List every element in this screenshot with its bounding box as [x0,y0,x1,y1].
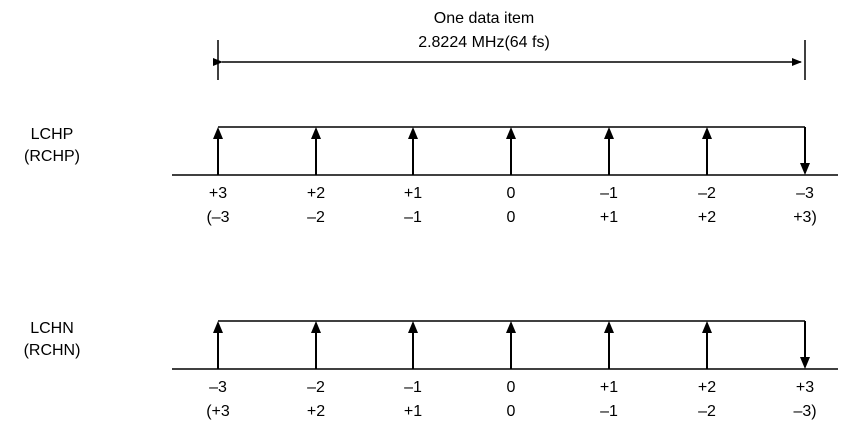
alt-level-label: +3) [793,209,817,226]
alt-level-label: 0 [507,209,516,226]
level-label: +3 [796,379,814,396]
row-signal-alt-label: (RCHN) [24,342,81,359]
up-arrow-head [311,127,321,139]
level-label: –1 [600,185,618,202]
level-label: +3 [209,185,227,202]
row-signal-alt-label: (RCHP) [24,148,80,165]
down-arrow-head [800,357,810,369]
level-label: –2 [698,185,716,202]
up-arrow-head [702,127,712,139]
down-arrow-head [800,163,810,175]
header-frequency: 2.8224 MHz(64 fs) [418,34,550,51]
level-label: +1 [404,185,422,202]
level-label: –3 [796,185,814,202]
alt-level-label: +2 [307,403,325,420]
row-lchn: LCHN (RCHN) –3 (+3 –2 +2 –1 +1 0 0 +1 –1 +2 –2 +3 –3) [24,320,838,420]
alt-level-label: –3) [793,403,816,420]
level-label: 0 [507,379,516,396]
alt-level-label: –1 [600,403,618,420]
up-arrow-head [604,321,614,333]
alt-level-label: (+3 [206,403,230,420]
header-title: One data item [434,10,535,27]
alt-level-label: –2 [307,209,325,226]
up-arrow-head [506,321,516,333]
alt-level-label: +2 [698,209,716,226]
level-label: 0 [507,185,516,202]
row-signal-label: LCHP [31,126,74,143]
up-arrow-head [408,127,418,139]
level-label: –2 [307,379,325,396]
up-arrow-head [604,127,614,139]
up-arrow-head [408,321,418,333]
alt-level-label: +1 [600,209,618,226]
row-lchp: LCHP (RCHP) +3 (–3 +2 –2 +1 –1 0 0 –1 +1 –2 +2 –3 +3) [24,126,838,226]
up-arrow-head [213,321,223,333]
row-signal-label: LCHN [30,320,74,337]
up-arrow-head [311,321,321,333]
alt-level-label: 0 [507,403,516,420]
alt-level-label: +1 [404,403,422,420]
level-label: +2 [307,185,325,202]
alt-level-label: (–3 [206,209,229,226]
up-arrow-head [702,321,712,333]
up-arrow-head [506,127,516,139]
alt-level-label: –1 [404,209,422,226]
up-arrow-head [213,127,223,139]
level-label: –3 [209,379,227,396]
level-label: +2 [698,379,716,396]
level-label: +1 [600,379,618,396]
alt-level-label: –2 [698,403,716,420]
level-label: –1 [404,379,422,396]
